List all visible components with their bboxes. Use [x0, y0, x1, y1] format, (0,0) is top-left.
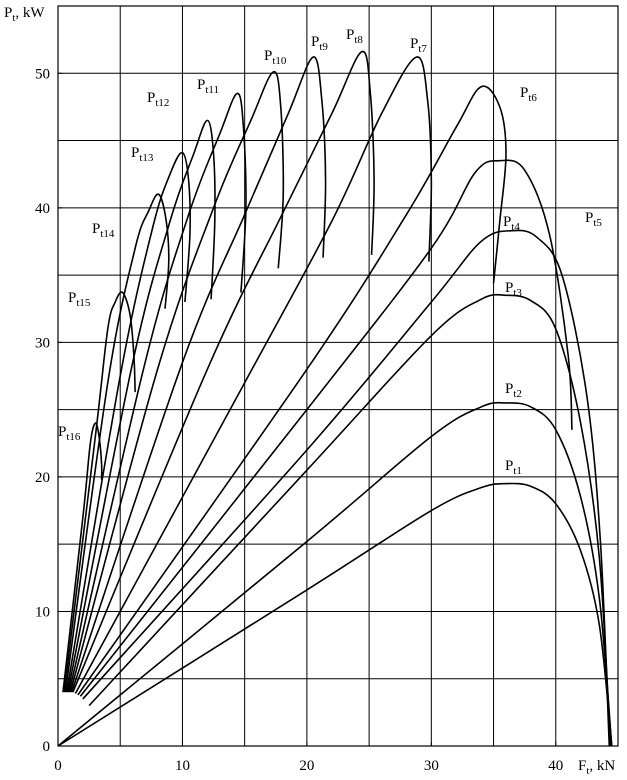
curve-label: Pt13	[131, 145, 154, 164]
y-tick-label: 40	[35, 201, 50, 217]
curve-label: Pt2	[505, 381, 522, 400]
curve	[88, 293, 612, 747]
curve-label: Pt12	[147, 90, 169, 109]
x-tick-label: 30	[424, 758, 439, 774]
curve	[64, 193, 170, 693]
curve-label: Pt15	[68, 290, 91, 309]
curve-label: Pt9	[311, 34, 328, 53]
curve	[77, 85, 507, 696]
x-tick-label: 0	[54, 758, 62, 774]
curve	[74, 56, 433, 694]
curve-label: Pt8	[346, 27, 363, 46]
curve-label: Pt6	[520, 85, 537, 104]
curve-label: Pt4	[503, 214, 520, 233]
x-axis-label: Ft, kN	[578, 758, 615, 777]
y-tick-label: 30	[35, 335, 50, 351]
curve	[82, 229, 611, 747]
curve	[63, 291, 136, 693]
curve	[72, 50, 375, 693]
curve	[57, 482, 613, 747]
curve	[67, 119, 216, 693]
plot-frame	[57, 5, 619, 747]
y-tick-label: 10	[35, 604, 50, 620]
x-tick-label: 40	[548, 758, 563, 774]
curve-label: Pt3	[505, 280, 522, 299]
x-tick-label: 20	[299, 758, 314, 774]
y-tick-label: 20	[35, 470, 50, 486]
y-tick-label: 50	[35, 66, 50, 82]
y-tick-label: 0	[43, 739, 51, 755]
curve-label: Pt1	[505, 458, 522, 477]
curve-label: Pt5	[585, 210, 602, 229]
curve-label: Pt14	[92, 221, 115, 240]
curve	[65, 151, 191, 693]
curve-label: Pt10	[264, 48, 287, 67]
curve	[57, 401, 613, 747]
y-axis-label: Pt, kW	[4, 5, 45, 24]
curve	[62, 422, 103, 693]
x-tick-label: 10	[175, 758, 190, 774]
curve	[68, 92, 247, 693]
curve-label: Pt16	[58, 424, 81, 443]
curve	[70, 56, 327, 693]
curve-label: Pt7	[410, 36, 427, 55]
curve	[79, 159, 573, 697]
curve-label: Pt11	[197, 77, 219, 96]
